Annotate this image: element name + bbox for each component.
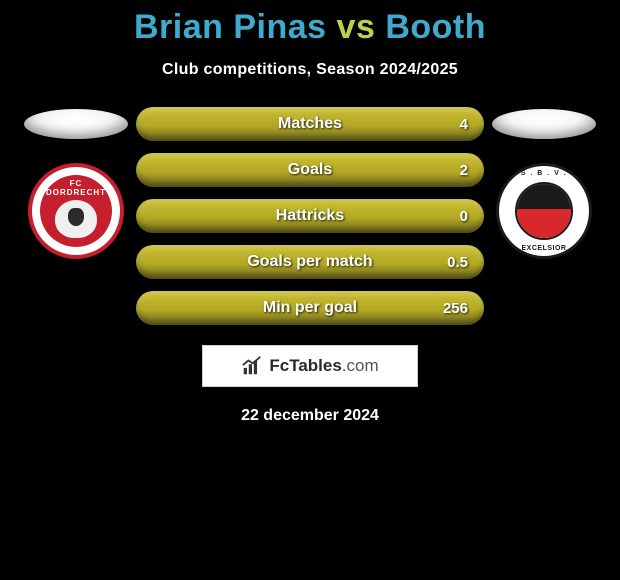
stat-bar: Hattricks 0 xyxy=(136,199,484,233)
brand-name: FcTables xyxy=(269,356,341,375)
stat-label: Hattricks xyxy=(276,207,344,225)
right-side: S . B . V . EXCELSIOR xyxy=(484,107,604,259)
club-crest-right: S . B . V . EXCELSIOR xyxy=(496,163,592,259)
vs-separator: vs xyxy=(337,8,376,46)
crest-right-bottom: EXCELSIOR xyxy=(499,245,589,252)
stat-value-right: 0 xyxy=(460,208,468,225)
stat-bar: Min per goal 256 xyxy=(136,291,484,325)
crest-left-fc: FC xyxy=(70,179,83,188)
page-title: Brian Pinas vs Booth xyxy=(134,8,486,47)
brand-box[interactable]: FcTables.com xyxy=(202,345,418,387)
stat-bar: Goals 2 xyxy=(136,153,484,187)
stat-value-right: 256 xyxy=(443,300,468,317)
player2-placeholder xyxy=(492,109,596,139)
brand-suffix: .com xyxy=(342,356,379,375)
subtitle: Club competitions, Season 2024/2025 xyxy=(162,61,458,79)
club-crest-left: FC DORDRECHT xyxy=(28,163,124,259)
stat-bar: Goals per match 0.5 xyxy=(136,245,484,279)
crest-left-name: DORDRECHT xyxy=(46,188,106,197)
comparison-card: Brian Pinas vs Booth Club competitions, … xyxy=(0,0,620,425)
player1-placeholder xyxy=(24,109,128,139)
date: 22 december 2024 xyxy=(241,407,379,425)
player2-name: Booth xyxy=(385,8,486,46)
stat-bar: Matches 4 xyxy=(136,107,484,141)
stat-label: Min per goal xyxy=(263,299,357,317)
sheep-icon xyxy=(55,200,97,238)
stat-value-right: 4 xyxy=(460,116,468,133)
brand-text: FcTables.com xyxy=(269,356,378,376)
left-side: FC DORDRECHT xyxy=(16,107,136,259)
chart-icon xyxy=(241,355,263,377)
stat-value-right: 0.5 xyxy=(447,254,468,271)
stat-label: Goals per match xyxy=(247,253,372,271)
main-row: FC DORDRECHT Matches 4 Goals 2 Hattricks 0 Goa… xyxy=(0,107,620,325)
player1-name: Brian Pinas xyxy=(134,8,327,46)
stat-label: Matches xyxy=(278,115,342,133)
stat-label: Goals xyxy=(288,161,332,179)
stat-value-right: 2 xyxy=(460,162,468,179)
stat-bars: Matches 4 Goals 2 Hattricks 0 Goals per match 0… xyxy=(136,107,484,325)
